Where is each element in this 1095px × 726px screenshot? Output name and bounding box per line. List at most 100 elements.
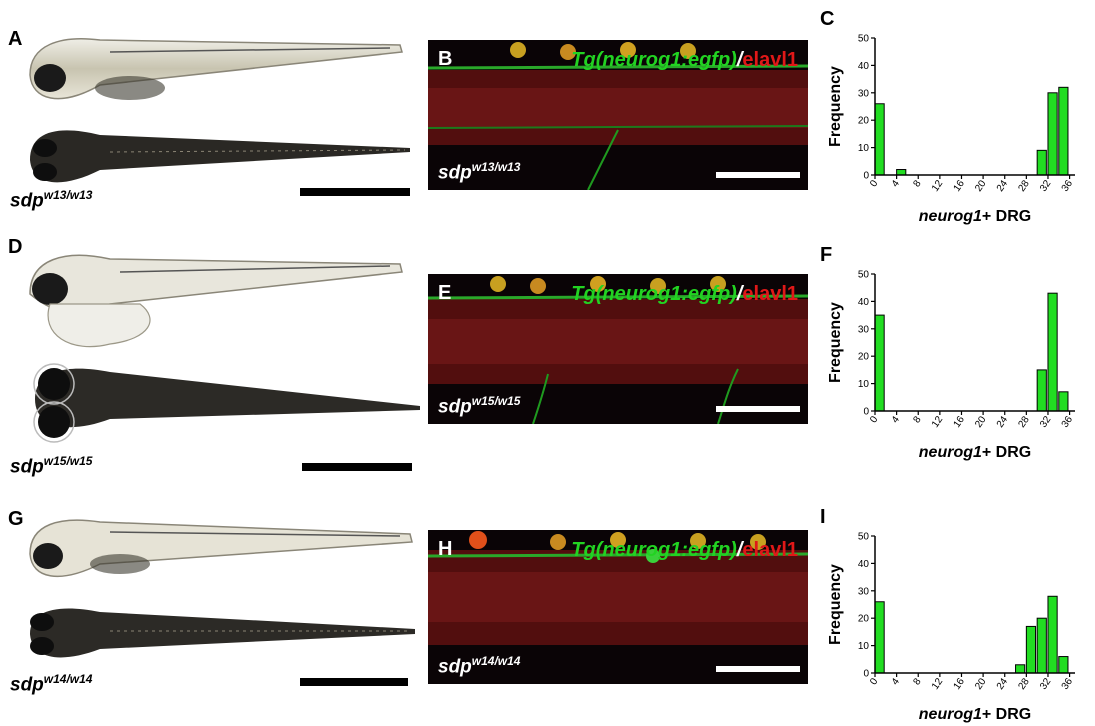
y-tick-label: 0	[863, 171, 869, 182]
x-tick-label: 28	[1016, 676, 1032, 692]
x-tick-label: 8	[911, 178, 923, 189]
panel-letter-i: I	[820, 506, 826, 528]
y-tick-label: 0	[863, 669, 869, 680]
y-tick-label: 20	[858, 352, 870, 363]
larva-images	[20, 514, 420, 694]
histogram-bar	[1047, 92, 1058, 176]
genotype-label: sdpw14/w14	[10, 672, 93, 696]
x-tick-label: 8	[911, 676, 923, 687]
x-tick-label: 24	[995, 676, 1011, 692]
x-tick-label: 28	[1016, 414, 1032, 430]
y-tick-label: 30	[858, 324, 870, 335]
histogram-c: 0 10 20 30 40 50 0 4 8 12 16 20 24 28 32 36 Frequency neu…	[820, 8, 1090, 228]
x-tick-label: 4	[890, 414, 902, 425]
histogram-bar	[1036, 149, 1047, 176]
histogram-bar	[1036, 369, 1047, 412]
x-tick-label: 36	[1060, 676, 1076, 692]
histogram-bar	[1025, 625, 1037, 674]
x-tick-label: 16	[952, 414, 968, 430]
y-tick-label: 50	[858, 34, 870, 45]
histogram-bar	[874, 601, 885, 674]
micrograph-genotype: sdpw14/w14	[438, 653, 521, 677]
micrograph-title: Tg(neurog1:egfp)/elavl1	[571, 49, 798, 71]
x-axis-label: neurog1+ DRG	[919, 208, 1031, 225]
y-tick-label: 30	[858, 88, 870, 99]
x-tick-label: 12	[930, 178, 946, 194]
x-tick-label: 4	[890, 178, 902, 189]
x-tick-label: 0	[868, 676, 880, 687]
micrograph-scale-bar	[716, 172, 800, 178]
x-tick-label: 36	[1060, 178, 1076, 194]
genotype-label: sdpw13/w13	[10, 188, 93, 212]
figure-row-2: D sdpw15/w15	[0, 236, 1095, 478]
panel-letter-f: F	[820, 244, 833, 266]
micrograph-genotype: sdpw15/w15	[438, 393, 521, 417]
larva-illustration	[29, 519, 415, 658]
x-tick-label: 20	[973, 178, 989, 194]
histogram-bar	[1058, 656, 1069, 674]
panel-letter-h: H	[438, 538, 453, 560]
x-tick-label: 28	[1016, 178, 1032, 194]
y-tick-label: 50	[858, 270, 870, 281]
larva-images	[20, 30, 420, 210]
y-tick-label: 10	[858, 143, 870, 154]
micrograph-image	[428, 40, 808, 190]
micrograph-title: Tg(neurog1:egfp)/elavl1	[571, 539, 798, 561]
x-tick-label: 16	[952, 178, 968, 194]
x-tick-label: 32	[1038, 178, 1054, 194]
y-tick-label: 40	[858, 297, 870, 308]
x-tick-label: 20	[973, 414, 989, 430]
y-tick-label: 50	[858, 532, 870, 543]
y-axis-label: Frequency	[827, 66, 844, 147]
histogram-bar	[896, 169, 907, 176]
histogram-bar	[1058, 86, 1069, 176]
micrograph-title: Tg(neurog1:egfp)/elavl1	[571, 283, 798, 305]
panel-letter-g: G	[8, 508, 24, 530]
y-tick-label: 30	[858, 586, 870, 597]
x-tick-label: 16	[952, 676, 968, 692]
histogram-bar	[874, 103, 885, 176]
histogram-bar	[1036, 617, 1047, 674]
x-axis-label: neurog1+ DRG	[919, 444, 1031, 461]
histogram-bar	[1047, 595, 1058, 674]
x-axis-label: neurog1+ DRG	[919, 706, 1031, 723]
histogram-i: 0 10 20 30 40 50 0 4 8 12 16 20 24 28 32 36 Frequency neu…	[820, 506, 1090, 726]
panel-letter-a: A	[8, 28, 23, 50]
panel-letter-e: E	[438, 282, 452, 304]
scale-bar	[300, 678, 408, 686]
x-tick-label: 36	[1060, 414, 1076, 430]
histogram-bar	[874, 314, 885, 412]
y-tick-label: 20	[858, 116, 870, 127]
micrograph-scale-bar	[716, 666, 800, 672]
x-tick-label: 32	[1038, 414, 1054, 430]
figure-row-3: G sdpw14/w14 H Tg(neuro	[0, 476, 1095, 723]
x-tick-label: 0	[868, 178, 880, 189]
histogram-bar	[1058, 391, 1069, 412]
x-tick-label: 32	[1038, 676, 1054, 692]
confocal-micrograph: E Tg(neurog1:egfp)/elavl1 sdpw15/w15	[428, 274, 808, 424]
y-axis-label: Frequency	[827, 302, 844, 383]
histogram-f: 0 10 20 30 40 50 0 4 8 12 16 20 24 28 32 36 Frequency neu…	[820, 244, 1090, 464]
panel-letter-b: B	[438, 48, 453, 70]
x-tick-label: 8	[911, 414, 923, 425]
histogram-bar	[1015, 664, 1026, 674]
y-tick-label: 10	[858, 379, 870, 390]
y-tick-label: 0	[863, 407, 869, 418]
x-tick-label: 4	[890, 676, 902, 687]
confocal-micrograph: B Tg(neurog1:egfp)/elavl1 sdpw13/w13	[428, 40, 808, 190]
larva-images	[20, 244, 420, 443]
x-tick-label: 24	[995, 178, 1011, 194]
x-tick-label: 0	[868, 414, 880, 425]
genotype-label: sdpw15/w15	[10, 454, 93, 478]
micrograph-image	[428, 274, 808, 424]
y-tick-label: 20	[858, 614, 870, 625]
x-tick-label: 12	[930, 676, 946, 692]
y-tick-label: 40	[858, 61, 870, 72]
micrograph-genotype: sdpw13/w13	[438, 159, 521, 183]
panel-letter-c: C	[820, 8, 835, 30]
y-tick-label: 40	[858, 559, 870, 570]
x-tick-label: 24	[995, 414, 1011, 430]
